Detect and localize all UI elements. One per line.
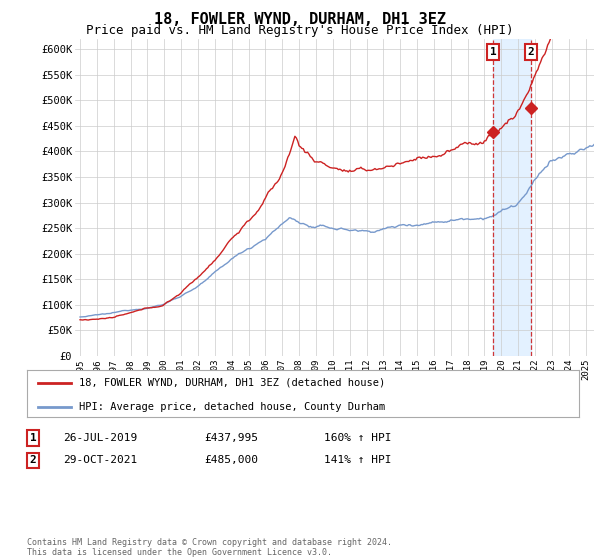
Text: 1: 1: [490, 47, 496, 57]
Text: 26-JUL-2019: 26-JUL-2019: [63, 433, 137, 443]
Text: Contains HM Land Registry data © Crown copyright and database right 2024.
This d: Contains HM Land Registry data © Crown c…: [27, 538, 392, 557]
Text: 29-OCT-2021: 29-OCT-2021: [63, 455, 137, 465]
Text: 141% ↑ HPI: 141% ↑ HPI: [324, 455, 392, 465]
Text: HPI: Average price, detached house, County Durham: HPI: Average price, detached house, Coun…: [79, 402, 386, 412]
Bar: [493, 39, 531, 356]
Text: £485,000: £485,000: [204, 455, 258, 465]
Text: 1: 1: [29, 433, 37, 443]
Text: Price paid vs. HM Land Registry's House Price Index (HPI): Price paid vs. HM Land Registry's House …: [86, 24, 514, 36]
Text: 160% ↑ HPI: 160% ↑ HPI: [324, 433, 392, 443]
Text: 2: 2: [29, 455, 37, 465]
Text: 18, FOWLER WYND, DURHAM, DH1 3EZ: 18, FOWLER WYND, DURHAM, DH1 3EZ: [154, 12, 446, 27]
Text: 2: 2: [527, 47, 534, 57]
Text: 18, FOWLER WYND, DURHAM, DH1 3EZ (detached house): 18, FOWLER WYND, DURHAM, DH1 3EZ (detach…: [79, 378, 386, 388]
Text: £437,995: £437,995: [204, 433, 258, 443]
